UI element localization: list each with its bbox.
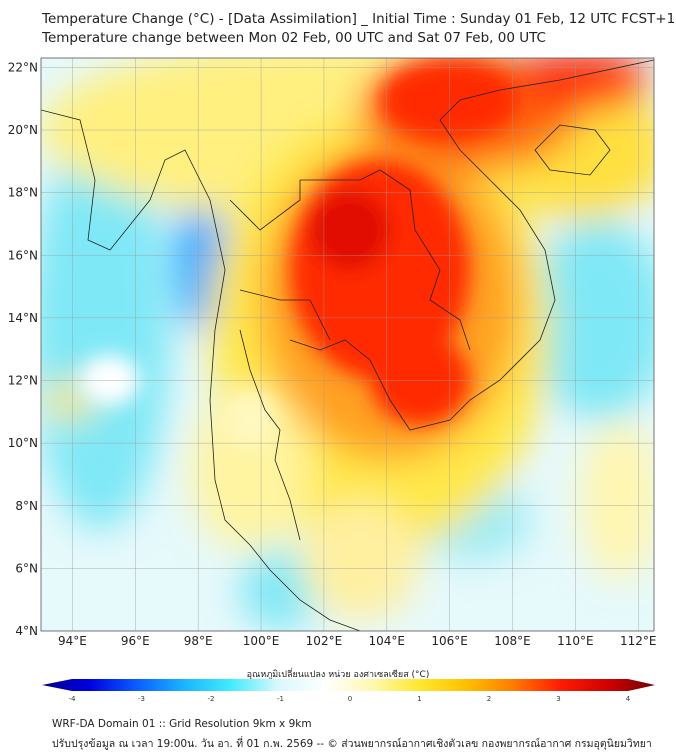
footer-model-info: WRF-DA Domain 01 :: Grid Resolution 9km … xyxy=(52,718,312,730)
longitude-label: 100°E xyxy=(243,634,280,648)
coastlines-borders xyxy=(41,59,654,631)
colorbar-label: อุณหภูมิเปลี่ยนแปลง หน่วย องศาเซลเซียส (… xyxy=(246,670,430,680)
colorbar: -4 -3 -2 -1 0 1 2 3 4 xyxy=(42,679,655,703)
latitude-label: 10°N xyxy=(8,436,38,450)
temperature-change-map: 94°E 96°E 98°E 100°E 102°E 104°E 106°E 108°E 110… xyxy=(8,57,657,648)
longitude-label: 106°E xyxy=(431,634,468,648)
latitude-label: 12°N xyxy=(8,374,38,388)
longitude-label: 96°E xyxy=(121,634,150,648)
longitude-label: 98°E xyxy=(184,634,213,648)
longitude-labels: 94°E 96°E 98°E 100°E 102°E 104°E 106°E 108°E 110… xyxy=(58,634,657,648)
latitude-label: 14°N xyxy=(8,311,38,325)
colorbar-tick-label: -1 xyxy=(277,695,284,703)
colorbar-tick-label: 2 xyxy=(487,695,491,703)
colorbar-tick-label: -2 xyxy=(208,695,215,703)
longitude-label: 108°E xyxy=(494,634,531,648)
colorbar-tick-label: 0 xyxy=(348,695,352,703)
latitude-label: 6°N xyxy=(15,561,38,575)
colorbar-tick-label: -3 xyxy=(138,695,145,703)
longitude-label: 110°E xyxy=(557,634,594,648)
colorbar-tick-label: -4 xyxy=(69,695,77,703)
graticule xyxy=(41,58,654,631)
latitude-label: 22°N xyxy=(8,60,38,74)
latitude-labels: 4°N 6°N 8°N 10°N 12°N 14°N 16°N 18°N 20°N 22°N xyxy=(8,60,38,638)
colorbar-tick-label: 3 xyxy=(556,695,560,703)
latitude-label: 20°N xyxy=(8,123,38,137)
longitude-label: 102°E xyxy=(306,634,343,648)
latitude-label: 18°N xyxy=(8,186,38,200)
longitude-label: 112°E xyxy=(620,634,657,648)
longitude-label: 94°E xyxy=(58,634,87,648)
colorbar-scale xyxy=(42,679,655,691)
chart-title: Temperature Change (°C) - [Data Assimila… xyxy=(42,11,676,27)
latitude-label: 16°N xyxy=(8,248,38,262)
latitude-label: 8°N xyxy=(15,499,38,513)
colorbar-tick-label: 4 xyxy=(626,695,631,703)
chart-subtitle: Temperature change between Mon 02 Feb, 0… xyxy=(42,30,546,46)
colorbar-tick-label: 1 xyxy=(417,695,421,703)
heatmap-field xyxy=(41,58,654,631)
longitude-label: 104°E xyxy=(369,634,406,648)
latitude-label: 4°N xyxy=(15,624,38,638)
footer-credit: ปรับปรุงข้อมูล ณ เวลา 19:00น. วัน อา. ที… xyxy=(52,738,652,750)
map-frame xyxy=(40,57,655,632)
